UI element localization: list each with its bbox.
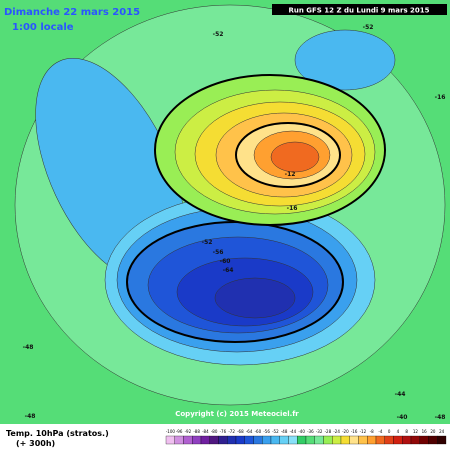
contour [214,277,296,319]
colorbar-swatch [174,435,184,445]
colorbar-swatch [375,435,385,445]
colorbar-swatch [253,435,263,445]
contour [294,29,396,91]
colorbar-label: -96 [176,429,183,434]
colorbar-label: -32 [316,429,323,434]
valid-date: Dimanche 22 mars 2015 [4,7,140,18]
contour [270,141,320,173]
contour-label: -40 [397,414,408,421]
contour-label: -16 [287,205,298,212]
colorbar-swatch [428,435,438,445]
contour-label: -52 [202,239,213,246]
colorbar-label: -88 [193,429,200,434]
colorbar-label: -20 [342,429,349,434]
colorbar-label: -56 [263,429,270,434]
colorbar-swatch [332,435,342,445]
colorbar-swatch [209,435,219,445]
colorbar-label: 24 [439,429,445,434]
field-name: Temp. 10hPa (stratos.) [6,429,109,438]
colorbar-swatch [305,435,315,445]
colorbar-label: -44 [290,429,297,434]
contour-label: -52 [363,24,374,31]
colorbar-swatch [200,435,210,445]
contour-label: -52 [213,31,224,38]
contour-label: -48 [435,414,446,421]
colorbar-swatch [314,435,324,445]
colorbar-label: -72 [228,429,235,434]
colorbar-label: 20 [430,429,436,434]
colorbar-swatch [183,435,193,445]
colorbar-swatch [349,435,359,445]
colorbar-label: -84 [202,429,209,434]
colorbar-swatch [297,435,307,445]
colorbar-label: -8 [370,429,374,434]
colorbar-label: -80 [211,429,218,434]
colorbar-label: -60 [255,429,262,434]
colorbar-label: -12 [360,429,367,434]
colorbar-label: -52 [272,429,279,434]
colorbar-label: 0 [388,429,391,434]
colorbar-label: 8 [405,429,408,434]
colorbar-swatch [192,435,202,445]
colorbar-label: -64 [246,429,253,434]
colorbar-swatch [288,435,298,445]
colorbar-swatch [340,435,350,445]
colorbar-swatch [244,435,254,445]
colorbar-swatch [384,435,394,445]
colorbar-swatch [419,435,429,445]
colorbar-swatch [410,435,420,445]
colorbar-swatch [402,435,412,445]
colorbar-label: -16 [351,429,358,434]
colorbar-label: -76 [220,429,227,434]
colorbar-label: 4 [397,429,400,434]
local-time: 1:00 locale [12,22,74,33]
run-info: Run GFS 12 Z du Lundi 9 mars 2015 [288,7,429,15]
colorbar-swatch [235,435,245,445]
colorbar-label: -92 [185,429,192,434]
contour-label: -12 [285,171,296,178]
colorbar-swatch [165,435,175,445]
contour-label: -48 [23,344,34,351]
contour-label: -16 [435,94,446,101]
run-box [272,4,447,15]
colorbar-label: -40 [298,429,305,434]
colorbar-label: 12 [413,429,419,434]
colorbar-swatch [270,435,280,445]
contour-label: -48 [25,413,36,420]
temperature-field [0,0,450,424]
colorbar-swatch [367,435,377,445]
contour-label: -44 [395,391,406,398]
colorbar-label: -24 [333,429,340,434]
contour-label: -60 [220,258,231,265]
colorbar-label: -48 [281,429,288,434]
colorbar-label: -4 [378,429,382,434]
colorbar-swatch [358,435,368,445]
colorbar-label: 16 [422,429,428,434]
colorbar-swatch [279,435,289,445]
colorbar: -100 -96 -92 -88 -84 -80 -76 -72 -68 -64 -60 -56 -52… [165,429,447,445]
colorbar-label: -100 [166,429,176,434]
copyright-box [172,408,302,419]
colorbar-swatch [437,435,447,445]
forecast-hour: (+ 300h) [16,439,55,448]
colorbar-label: -68 [237,429,244,434]
colorbar-label: -36 [307,429,314,434]
colorbar-swatch [218,435,228,445]
colorbar-swatch [323,435,333,445]
colorbar-swatch [227,435,237,445]
contour-label: -56 [213,249,224,256]
colorbar-label: -28 [325,429,332,434]
contour-label: -64 [223,267,234,274]
contour-labels: -52-52-16-48-52-56-60-64-12-16-48-44-40-… [23,24,446,421]
colorbar-swatch [262,435,272,445]
copyright: Copyright (c) 2015 Meteociel.fr [175,410,299,418]
colorbar-swatch [393,435,403,445]
